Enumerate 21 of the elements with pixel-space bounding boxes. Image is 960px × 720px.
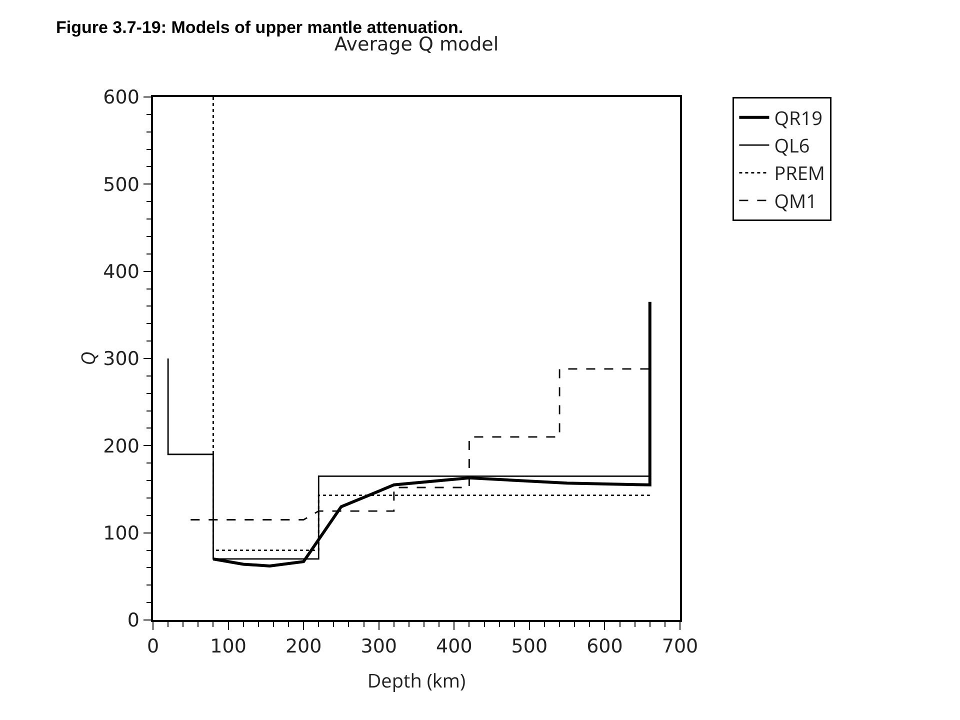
- x-tick-label: 600: [586, 636, 623, 658]
- x-tick-label: 300: [360, 636, 397, 658]
- x-tick-label: 400: [436, 636, 472, 658]
- y-tick-label: 100: [103, 522, 140, 544]
- y-tick-label: 0: [127, 610, 140, 632]
- x-tick-label: 100: [210, 636, 246, 658]
- y-axis-title: Q: [75, 351, 102, 366]
- y-tick-label: 500: [103, 174, 140, 196]
- x-tick-label: 500: [511, 636, 548, 658]
- legend-label: QM1: [774, 188, 817, 214]
- y-tick-label: 400: [103, 260, 140, 283]
- x-axis-title: Depth (km): [367, 668, 466, 694]
- y-tick-label: 200: [103, 435, 140, 458]
- legend-label: PREM: [774, 160, 826, 186]
- y-tick-label: 300: [103, 348, 140, 370]
- x-tick-label: 0: [146, 636, 160, 658]
- x-tick-label: 200: [285, 636, 322, 658]
- x-tick-label: 700: [662, 636, 698, 658]
- legend-label: QL6: [774, 132, 810, 158]
- y-tick-label: 600: [103, 86, 140, 109]
- legend-label: QR19: [774, 104, 822, 131]
